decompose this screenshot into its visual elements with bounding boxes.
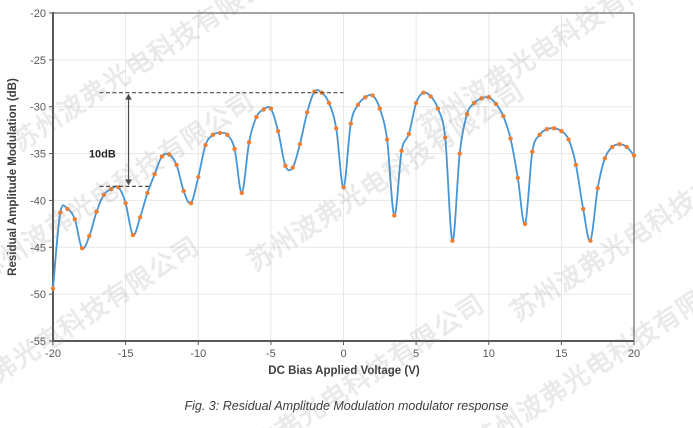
svg-text:-30: -30 [30,102,46,114]
svg-text:-40: -40 [30,195,46,207]
svg-text:-20: -20 [45,348,61,360]
svg-text:15: 15 [555,348,567,360]
svg-text:0: 0 [340,348,346,360]
x-axis-title: DC Bias Applied Voltage (V) [268,365,420,377]
gridlines [52,12,635,342]
ram-curve [52,89,635,290]
svg-text:-45: -45 [30,242,46,254]
arrow-down-head [125,179,132,186]
svg-text:-10: -10 [190,348,206,360]
figure-caption: Fig. 3: Residual Amplitude Modulation mo… [184,399,509,413]
svg-text:10: 10 [483,348,495,360]
svg-text:20: 20 [628,348,640,360]
svg-text:-5: -5 [266,348,276,360]
svg-text:-50: -50 [30,289,46,301]
svg-text:-15: -15 [118,348,134,360]
annotation-10db: 10dB [89,92,344,187]
x-tick-labels: -20 -15 -10 -5 0 5 10 15 20 [45,348,640,360]
arrow-up-head [125,93,132,100]
annotation-10db-label: 10dB [89,149,116,161]
svg-text:-25: -25 [30,55,46,67]
svg-text:-20: -20 [30,8,46,20]
ram-response-chart: -20 -15 -10 -5 0 5 10 15 20-20-25-30-35-40-45-50… [7,8,640,377]
y-tick-labels: -20 -25 -30 -35 -40 -45 -50 -55 [30,8,46,348]
plot-border [49,12,635,345]
y-axis-title: Residual Amplitude Modulation (dB) [7,78,19,276]
svg-text:-35: -35 [30,149,46,161]
svg-text:5: 5 [413,348,419,360]
svg-text:-55: -55 [30,336,46,348]
data-markers [50,89,637,291]
